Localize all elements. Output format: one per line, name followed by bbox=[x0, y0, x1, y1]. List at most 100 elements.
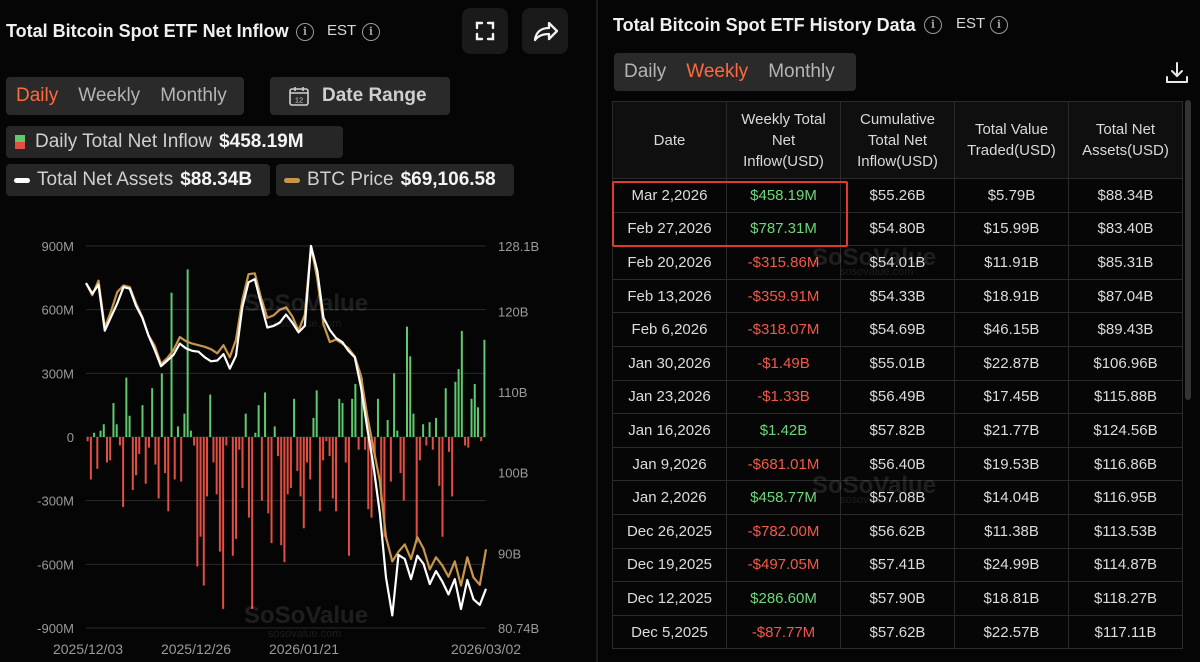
line-swatch-icon bbox=[284, 177, 300, 183]
date-cell: Mar 2,2026 bbox=[612, 178, 727, 213]
tab-weekly[interactable]: Weekly bbox=[78, 85, 141, 106]
table-row[interactable]: Feb 20,2026 -$315.86M $54.01B $11.91B $85.31… bbox=[612, 245, 1183, 280]
y-right-tick-label: 100B bbox=[498, 466, 528, 481]
table-row[interactable]: Dec 5,2025 -$87.77M $57.62B $22.57B $117.11B bbox=[612, 614, 1183, 650]
inflow-bar bbox=[186, 269, 189, 437]
table-row[interactable]: Dec 26,2025 -$782.00M $56.62B $11.38B $113.5… bbox=[612, 513, 1183, 549]
inflow-bar bbox=[96, 437, 99, 469]
inflow-bar bbox=[296, 437, 299, 471]
tab-daily[interactable]: Daily bbox=[16, 85, 59, 106]
net-assets-cell: $113.53B bbox=[1068, 513, 1183, 549]
legend-total-net-assets[interactable]: Total Net Assets $88.34B bbox=[6, 164, 270, 196]
value-traded-cell: $5.79B bbox=[954, 178, 1069, 213]
weekly-inflow-cell: -$782.00M bbox=[726, 513, 841, 549]
inflow-bar bbox=[476, 407, 479, 437]
x-tick-label: 2025/12/26 bbox=[161, 641, 231, 657]
tab-monthly[interactable]: Monthly bbox=[768, 61, 835, 82]
y-left-tick-label: -300M bbox=[37, 494, 74, 509]
download-icon[interactable] bbox=[1164, 60, 1190, 86]
inflow-bar bbox=[467, 437, 470, 448]
y-left-tick-label: -900M bbox=[37, 621, 74, 636]
legend-btc-price[interactable]: BTC Price $69,106.58 bbox=[276, 164, 514, 196]
tab-daily[interactable]: Daily bbox=[624, 61, 667, 82]
weekly-inflow-cell: $458.19M bbox=[726, 178, 841, 213]
column-header-net-assets[interactable]: Total Net Assets(USD) bbox=[1068, 101, 1183, 179]
value-traded-cell: $22.87B bbox=[954, 345, 1069, 381]
inflow-bar bbox=[422, 424, 425, 437]
inflow-bar bbox=[151, 388, 154, 437]
date-range-button[interactable]: 12 Date Range bbox=[270, 77, 450, 115]
cumulative-inflow-cell: $55.01B bbox=[840, 345, 955, 381]
date-cell: Dec 5,2025 bbox=[612, 614, 727, 650]
table-row[interactable]: Feb 13,2026 -$359.91M $54.33B $18.91B $87.04… bbox=[612, 278, 1183, 314]
inflow-bar bbox=[147, 437, 150, 448]
inflow-bar bbox=[125, 377, 128, 437]
cumulative-inflow-cell: $56.62B bbox=[840, 513, 955, 549]
inflow-bar bbox=[144, 437, 147, 484]
table-row[interactable]: Jan 2,2026 $458.77M $57.08B $14.04B $116.95B bbox=[612, 480, 1183, 515]
inflow-bar bbox=[283, 437, 286, 563]
info-icon[interactable]: i bbox=[924, 16, 942, 34]
watermark-url: sosovalue.com bbox=[840, 266, 914, 278]
inflow-bar bbox=[180, 437, 183, 482]
table-row[interactable]: Dec 12,2025 $286.60M $57.90B $18.81B $118.27… bbox=[612, 581, 1183, 616]
inflow-bar bbox=[425, 437, 428, 446]
inflow-bar bbox=[441, 437, 444, 537]
info-icon[interactable]: i bbox=[362, 23, 380, 41]
net-assets-cell: $85.31B bbox=[1068, 245, 1183, 280]
table-scrollbar[interactable] bbox=[1185, 100, 1191, 400]
legend-value: $88.34B bbox=[180, 169, 253, 190]
info-icon[interactable]: i bbox=[990, 16, 1008, 34]
share-icon bbox=[533, 21, 559, 42]
table-row[interactable]: Feb 27,2026 $787.31M $54.80B $15.99B $83.40B bbox=[612, 211, 1183, 247]
inflow-bar bbox=[254, 432, 257, 437]
info-icon[interactable]: i bbox=[296, 23, 314, 41]
column-header-weekly-inflow[interactable]: Weekly Total Net Inflow(USD) bbox=[726, 101, 841, 179]
inflow-bar bbox=[260, 437, 263, 501]
share-button[interactable] bbox=[522, 8, 568, 54]
panel-title: Total Bitcoin Spot ETF History Data bbox=[613, 15, 916, 35]
cumulative-inflow-cell: $54.33B bbox=[840, 278, 955, 314]
fullscreen-button[interactable] bbox=[462, 8, 508, 54]
value-traded-cell: $15.99B bbox=[954, 211, 1069, 247]
legend-daily-inflow[interactable]: Daily Total Net Inflow $458.19M bbox=[6, 126, 343, 158]
inflow-bar bbox=[222, 437, 225, 609]
column-header-value-traded[interactable]: Total Value Traded(USD) bbox=[954, 101, 1069, 179]
inflow-bar bbox=[247, 437, 250, 518]
table-row[interactable]: Jan 30,2026 -$1.49B $55.01B $22.87B $106.96B bbox=[612, 345, 1183, 381]
y-left-tick-label: -600M bbox=[37, 557, 74, 572]
inflow-bar bbox=[102, 424, 105, 437]
net-assets-cell: $116.86B bbox=[1068, 446, 1183, 482]
inflow-bar bbox=[302, 437, 305, 529]
tab-monthly[interactable]: Monthly bbox=[160, 85, 227, 106]
inflow-bar bbox=[396, 430, 399, 437]
watermark-logo: SoSoValue bbox=[244, 290, 369, 317]
inflow-bar bbox=[386, 420, 389, 437]
date-cell: Feb 6,2026 bbox=[612, 312, 727, 347]
table-row[interactable]: Dec 19,2025 -$497.05M $57.41B $24.99B $114.8… bbox=[612, 547, 1183, 583]
inflow-bar bbox=[431, 437, 434, 450]
date-cell: Jan 23,2026 bbox=[612, 379, 727, 415]
table-row[interactable]: Jan 23,2026 -$1.33B $56.49B $17.45B $115.88B bbox=[612, 379, 1183, 415]
inflow-bar bbox=[483, 339, 486, 437]
inflow-bar bbox=[206, 437, 208, 497]
table-row[interactable]: Mar 2,2026 $458.19M $55.26B $5.79B $88.34B bbox=[612, 178, 1183, 213]
tab-weekly[interactable]: Weekly bbox=[686, 61, 749, 82]
inflow-bar bbox=[480, 437, 483, 442]
inflow-bar bbox=[438, 437, 441, 486]
weekly-inflow-cell: -$87.77M bbox=[726, 614, 841, 650]
date-cell: Feb 13,2026 bbox=[612, 278, 727, 314]
inflow-chart: 900M 600M 300M 0 -300M -600M -900M 128.1B 120B 11… bbox=[37, 239, 539, 657]
inflow-bar bbox=[289, 437, 292, 488]
legend-value: $458.19M bbox=[219, 131, 304, 152]
inflow-bar bbox=[389, 437, 392, 482]
timezone-label: EST bbox=[327, 22, 357, 39]
column-header-cumulative-inflow[interactable]: Cumulative Total Net Inflow(USD) bbox=[840, 101, 955, 179]
inflow-bar bbox=[270, 437, 273, 544]
net-assets-cell: $89.43B bbox=[1068, 312, 1183, 347]
watermark-logo: SoSoValue bbox=[812, 244, 937, 271]
net-assets-cell: $106.96B bbox=[1068, 345, 1183, 381]
table-row[interactable]: Feb 6,2026 -$318.07M $54.69B $46.15B $89.43B bbox=[612, 312, 1183, 347]
table-row[interactable]: Jan 16,2026 $1.42B $57.82B $21.77B $124.56B bbox=[612, 413, 1183, 448]
column-header-date[interactable]: Date bbox=[612, 101, 727, 179]
